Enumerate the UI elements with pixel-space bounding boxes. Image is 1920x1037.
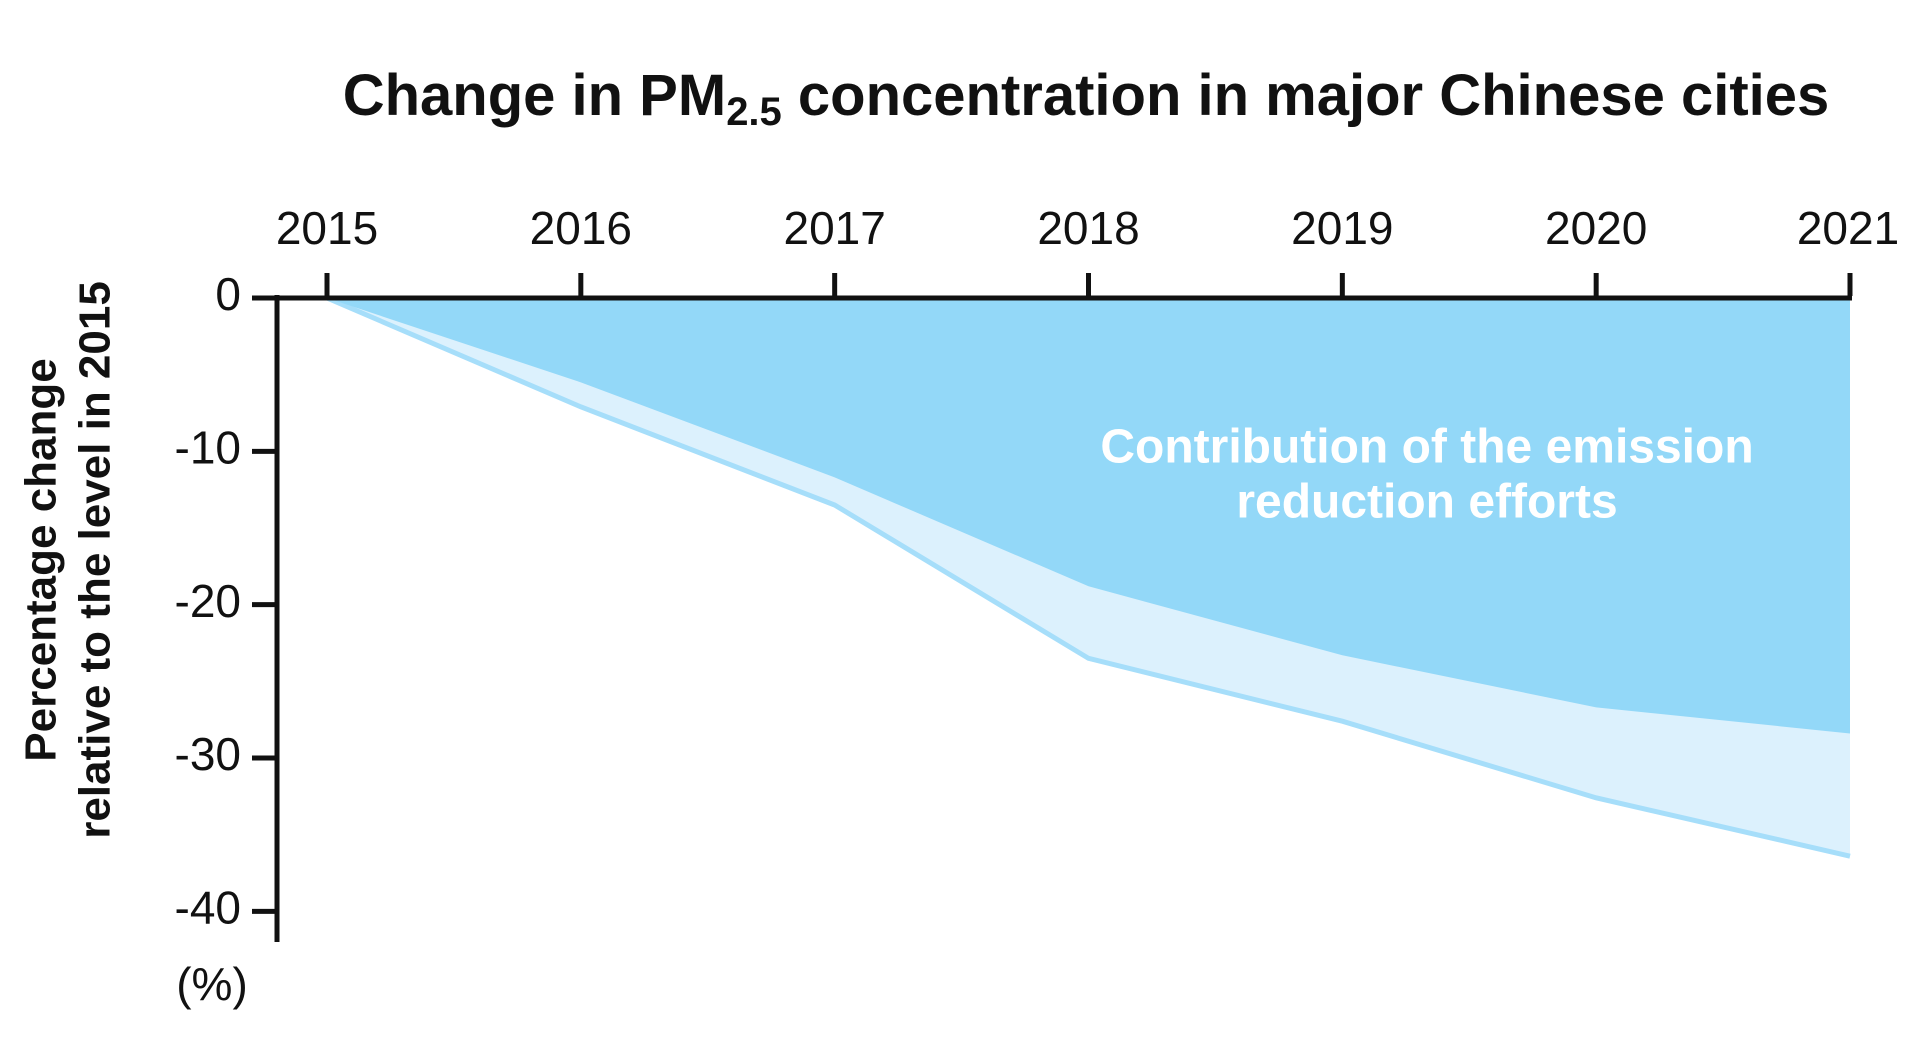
y-tick-label: -20	[175, 575, 241, 627]
x-tick-label: 2015	[276, 202, 378, 254]
y-unit: (%)	[176, 958, 248, 1010]
title-text: Change in PM	[343, 63, 726, 128]
title-subscript: 2.5	[726, 90, 782, 134]
y-tick-label: -10	[175, 421, 241, 473]
y-label-line: Percentage change	[17, 358, 66, 762]
x-tick-label: 2019	[1291, 202, 1393, 254]
x-tick-label: 2021	[1797, 202, 1899, 254]
title-text: concentration in major Chinese cities	[782, 63, 1829, 128]
y-axis-label: Percentage change relative to the level …	[17, 281, 120, 839]
x-tick-label: 2017	[783, 202, 885, 254]
x-tick-label: 2020	[1545, 202, 1647, 254]
y-tick-label: 0	[215, 268, 241, 320]
chart-title: Change in PM2.5 concentration in major C…	[343, 63, 1830, 133]
y-tick-label: -40	[175, 881, 241, 933]
y-label-line: relative to the level in 2015	[71, 281, 120, 839]
x-tick-label: 2016	[530, 202, 632, 254]
annotation: reduction efforts	[1236, 476, 1617, 529]
annotation: Contribution of the emission	[1100, 421, 1753, 474]
line	[326, 295, 1851, 859]
y-tick-label: -30	[175, 728, 241, 780]
x-tick-label: 2018	[1037, 202, 1139, 254]
area	[327, 298, 1850, 734]
